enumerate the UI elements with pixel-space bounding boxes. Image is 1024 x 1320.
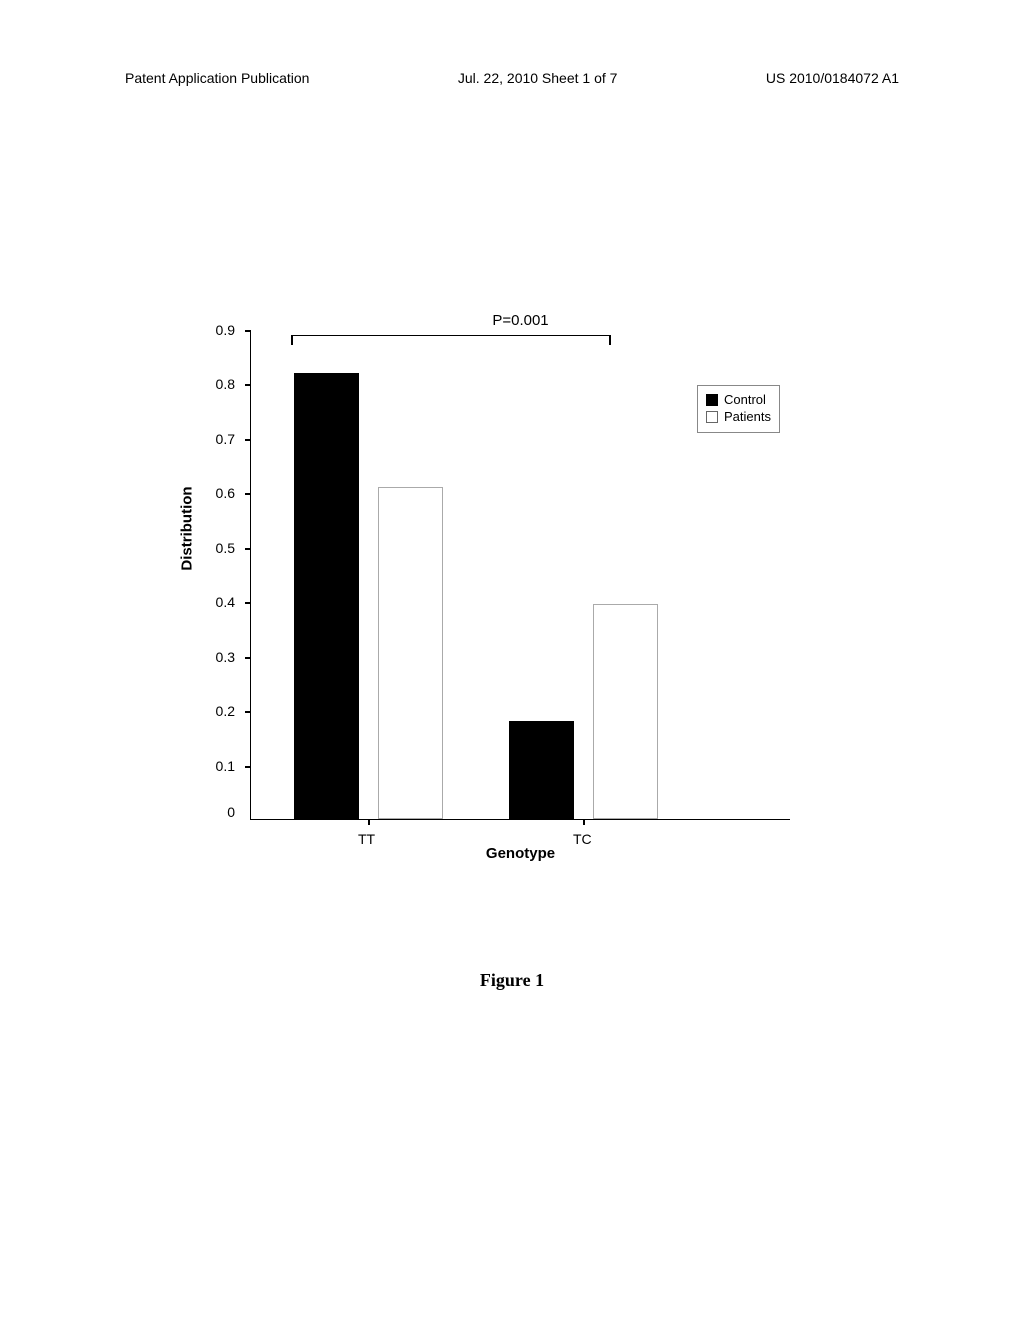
legend-item-patients: Patients [706,409,771,426]
y-axis-title: Distribution [179,486,196,570]
chart-legend: Control Patients [697,385,780,433]
legend-label-patients: Patients [724,409,771,426]
figure-caption: Figure 1 [480,970,544,991]
p-value-bracket [291,335,611,336]
p-value-label: P=0.001 [492,312,548,329]
chart-plot-area: P=0.001 TT TC Genotype Control Patients [250,330,790,820]
y-tick-label: 0.2 [195,703,235,719]
y-tick-label: 0.4 [195,594,235,610]
bar-tt-patients [378,487,443,819]
y-tick-label: 0.8 [195,376,235,392]
p-bracket-right [609,335,611,345]
y-tick-label: 0.9 [195,322,235,338]
y-tick-label: 0.7 [195,431,235,447]
bar-tt-control [294,373,359,819]
y-tick-label: 0.1 [195,758,235,774]
legend-swatch-control [706,394,718,406]
header-right: US 2010/0184072 A1 [766,70,899,86]
x-tick-mark [368,819,370,825]
x-tick-label-tc: TC [573,831,592,847]
y-tick-label: 0.3 [195,649,235,665]
y-tick-label: 0 [195,804,235,820]
bar-chart: Distribution 0.9 0.8 0.7 0.6 0.5 0.4 0.3… [180,330,800,870]
header-center: Jul. 22, 2010 Sheet 1 of 7 [458,70,618,86]
y-tick-label: 0.5 [195,540,235,556]
x-axis-title: Genotype [486,845,555,862]
bar-tc-patients [593,604,658,819]
x-tick-mark [583,819,585,825]
bar-tc-control [509,721,574,819]
legend-label-control: Control [724,392,766,409]
document-header: Patent Application Publication Jul. 22, … [0,70,1024,86]
y-axis-labels: 0.9 0.8 0.7 0.6 0.5 0.4 0.3 0.2 0.1 0 [195,322,235,817]
x-tick-label-tt: TT [358,831,375,847]
legend-item-control: Control [706,392,771,409]
header-left: Patent Application Publication [125,70,309,86]
p-bracket-left [291,335,293,345]
legend-swatch-patients [706,411,718,423]
y-tick-label: 0.6 [195,485,235,501]
